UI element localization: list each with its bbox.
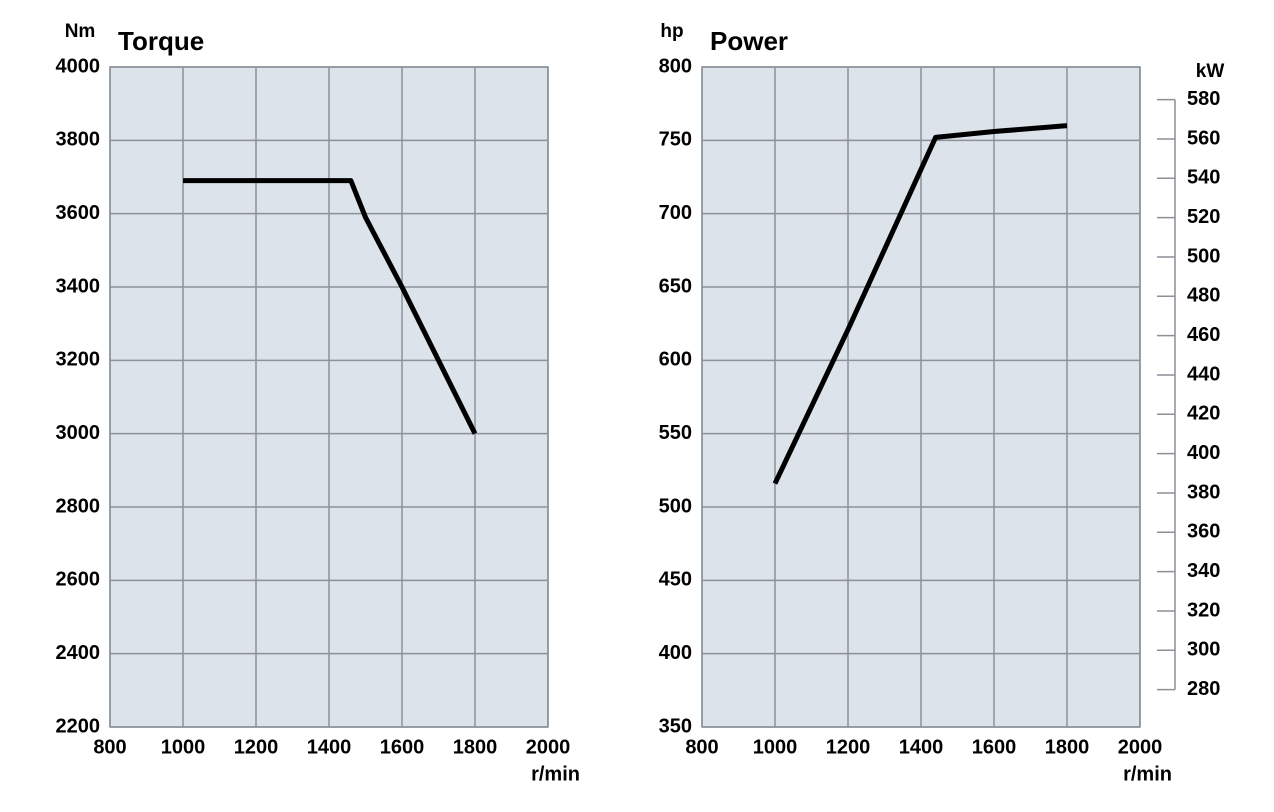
y-tick-label: 500: [659, 495, 692, 517]
x-tick-label: 1800: [1045, 736, 1090, 758]
plot-border: [701, 66, 1141, 728]
x-axis-label: r/min: [531, 763, 580, 785]
y-tick-label: 4000: [56, 55, 101, 77]
y-tick-label: 350: [659, 715, 692, 737]
y2-tick-label: 460: [1187, 324, 1220, 346]
y2-tick-label: 340: [1187, 560, 1220, 582]
y2-tick-label: 500: [1187, 245, 1220, 267]
x-tick-label: 1000: [161, 736, 206, 758]
chart-title: Power: [710, 26, 788, 56]
y-tick-label: 400: [659, 642, 692, 664]
x-tick-label: 1000: [753, 736, 798, 758]
data-line: [772, 123, 1068, 485]
y2-tick-label: 360: [1187, 521, 1220, 543]
y-tick-label: 800: [659, 55, 692, 77]
y2-tick-label: 320: [1187, 599, 1220, 621]
y-tick-label: 550: [659, 422, 692, 444]
data-line: [183, 178, 478, 435]
y2-tick-label: 380: [1187, 481, 1220, 503]
y-tick-label: 3800: [56, 129, 101, 151]
y-axis-label: Nm: [65, 21, 96, 42]
y-tick-label: 3200: [56, 349, 101, 371]
y-axis-label: hp: [660, 21, 683, 42]
plot-border: [109, 66, 549, 728]
x-tick-label: 1200: [826, 736, 871, 758]
y-tick-label: 2600: [56, 569, 101, 591]
x-tick-label: 1200: [234, 736, 279, 758]
y-tick-label: 2400: [56, 642, 101, 664]
x-tick-label: 2000: [526, 736, 571, 758]
y-tick-label: 750: [659, 129, 692, 151]
x-tick-label: 1600: [380, 736, 425, 758]
x-tick-label: 2000: [1118, 736, 1163, 758]
x-tick-label: 1600: [972, 736, 1017, 758]
y2-tick-label: 440: [1187, 363, 1220, 385]
x-tick-label: 1400: [307, 736, 352, 758]
y-tick-label: 450: [659, 569, 692, 591]
y-tick-label: 2200: [56, 715, 101, 737]
chart-title: Torque: [118, 26, 204, 56]
x-tick-label: 1400: [899, 736, 944, 758]
y2-tick-label: 300: [1187, 639, 1220, 661]
x-tick-label: 1800: [453, 736, 498, 758]
x-tick-label: 800: [93, 736, 126, 758]
y-tick-label: 3000: [56, 422, 101, 444]
y2-tick-label: 420: [1187, 403, 1220, 425]
y-tick-label: 600: [659, 349, 692, 371]
y2-tick-label: 480: [1187, 285, 1220, 307]
y-tick-label: 3400: [56, 275, 101, 297]
y2-tick-label: 280: [1187, 678, 1220, 700]
y-tick-label: 3600: [56, 202, 101, 224]
y2-tick-label: 560: [1187, 127, 1220, 149]
y-tick-label: 650: [659, 275, 692, 297]
x-axis-label: r/min: [1123, 763, 1172, 785]
y2-axis-label: kW: [1196, 61, 1225, 82]
y-tick-label: 700: [659, 202, 692, 224]
y2-tick-label: 540: [1187, 167, 1220, 189]
y-tick-label: 2800: [56, 495, 101, 517]
y2-tick-label: 520: [1187, 206, 1220, 228]
y2-tick-label: 580: [1187, 88, 1220, 110]
x-tick-label: 800: [685, 736, 718, 758]
y2-tick-label: 400: [1187, 442, 1220, 464]
